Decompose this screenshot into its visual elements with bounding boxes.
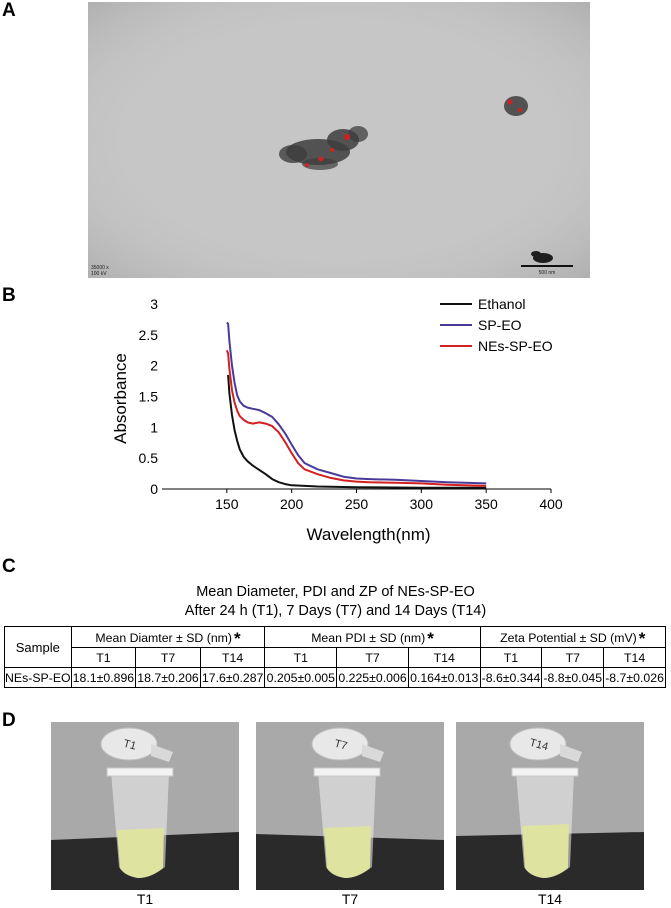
panel-label-d: D <box>2 710 16 731</box>
legend-label: SP-EO <box>478 317 522 333</box>
tube-label: T14 <box>528 737 549 754</box>
sub-header: T14 <box>407 647 481 668</box>
tube-label: T1 <box>122 738 138 753</box>
y-tick-label: 3 <box>150 296 158 312</box>
y-tick-label: 2.5 <box>139 327 159 343</box>
table-title-line2: After 24 h (T1), 7 Days (T7) and 14 Days… <box>184 603 487 619</box>
value-cell: -8.8±0.045 <box>541 667 605 688</box>
y-tick-label: 0 <box>150 481 158 497</box>
particle-cluster-small <box>504 96 528 116</box>
value-cell: 0.225±0.006 <box>336 667 409 688</box>
panel-label-c: C <box>2 556 16 577</box>
x-tick-label: 200 <box>280 496 304 512</box>
photo-caption: T1 <box>136 891 154 907</box>
table-row: NEs-SP-EO 18.1±0.896 18.7±0.206 17.6±0.2… <box>4 667 666 688</box>
sub-header: T7 <box>541 647 605 668</box>
sample-cell: NEs-SP-EO <box>4 667 72 688</box>
group-header-zeta: Zeta Potential ± SD (mV) * <box>479 626 667 648</box>
x-axis-label: Wavelength(nm) <box>306 525 430 544</box>
y-tick-label: 2 <box>150 358 158 374</box>
x-tick-label: 400 <box>539 496 563 512</box>
table-title-line1: Mean Diameter, PDI and ZP of NEs-SP-EO <box>196 584 475 600</box>
tube-photo-t14: T14 <box>456 722 644 890</box>
value-cell: 17.6±0.287 <box>199 667 266 688</box>
value-cell: 0.164±0.013 <box>407 667 481 688</box>
sub-header: T14 <box>199 647 266 668</box>
particle-bottom <box>531 251 553 263</box>
sub-header: T7 <box>336 647 409 668</box>
nanoemulsion-table: Sample Mean Diamter ± SD (nm) * Mean PDI … <box>4 626 667 688</box>
sub-header: T7 <box>135 647 201 668</box>
particle-cluster-large <box>279 126 368 170</box>
scale-bar-label: 500 nm <box>539 270 556 276</box>
sample-header: Sample <box>4 626 72 668</box>
series-line-nes-sp-eo <box>225 349 487 487</box>
absorbance-chart: 150 200 250 300 350 400 0 0.5 1 1.5 2 2.5 3 Wavelengt… <box>111 296 563 544</box>
group-header-pdi: Mean PDI ± SD (nm) * <box>264 626 481 648</box>
sub-header: T1 <box>264 647 338 668</box>
y-tick-label: 0.5 <box>139 450 159 466</box>
tem-micrograph: 500 nm 35000 x 100 kV <box>88 2 590 278</box>
x-tick-label: 350 <box>474 496 498 512</box>
panel-label-b: B <box>2 285 16 306</box>
mag-label: 35000 x <box>91 265 109 271</box>
y-tick-label: 1 <box>150 419 158 435</box>
value-cell: 18.7±0.206 <box>135 667 201 688</box>
panel-label-a: A <box>2 0 16 21</box>
value-cell: -8.7±0.026 <box>603 667 666 688</box>
value-cell: 18.1±0.896 <box>70 667 137 688</box>
tube-photo-t7: T7 <box>256 722 444 890</box>
photo-caption: T7 <box>341 891 359 907</box>
series-line-sp-eo <box>226 321 487 485</box>
legend-label: Ethanol <box>478 296 525 312</box>
value-cell: -8.6±0.344 <box>479 667 543 688</box>
tube-label: T7 <box>333 738 349 753</box>
series-line-ethanol <box>227 374 487 489</box>
photo-caption: T14 <box>537 891 563 907</box>
x-tick-label: 300 <box>410 496 434 512</box>
y-axis-label: Absorbance <box>111 353 130 444</box>
x-tick-label: 250 <box>345 496 369 512</box>
group-header-diameter: Mean Diamter ± SD (nm) * <box>70 626 266 648</box>
tube-photo-t1: T1 <box>51 722 239 890</box>
value-cell: 0.205±0.005 <box>264 667 338 688</box>
sub-header: T1 <box>70 647 137 668</box>
y-tick-label: 1.5 <box>139 389 159 405</box>
sub-header: T1 <box>479 647 543 668</box>
kv-label: 100 kV <box>91 271 107 277</box>
legend-label: NEs-SP-EO <box>478 338 553 354</box>
sub-header: T14 <box>603 647 666 668</box>
x-tick-label: 150 <box>215 496 239 512</box>
